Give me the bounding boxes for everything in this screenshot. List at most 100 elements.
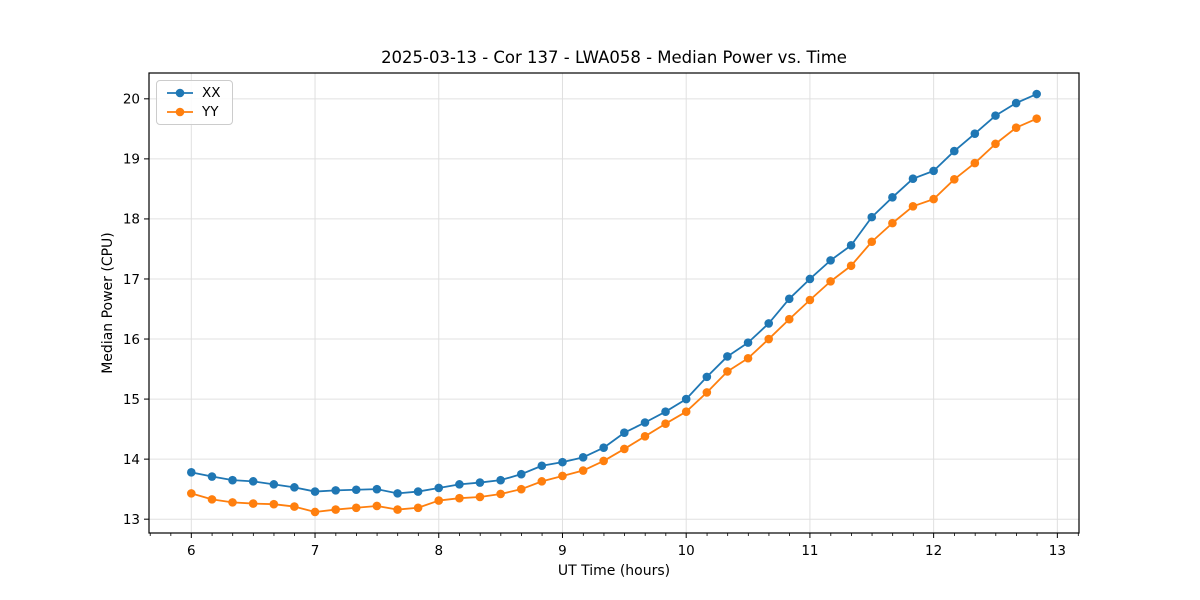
data-point-xx bbox=[620, 428, 629, 438]
data-point-xx bbox=[537, 461, 547, 471]
y-tick-label: 17 bbox=[123, 272, 140, 288]
data-point-yy bbox=[187, 489, 196, 498]
data-point-xx bbox=[455, 480, 464, 489]
data-point-xx bbox=[702, 372, 712, 382]
data-point-xx bbox=[908, 174, 918, 183]
data-point-xx bbox=[1011, 98, 1021, 108]
data-point-xx bbox=[764, 319, 774, 328]
y-tick-label: 18 bbox=[123, 212, 140, 228]
data-point-xx bbox=[640, 418, 650, 427]
x-tick-label: 13 bbox=[1049, 543, 1066, 559]
legend-entry-xx: XX bbox=[165, 86, 221, 100]
data-point-yy bbox=[681, 407, 691, 416]
data-point-yy bbox=[207, 495, 217, 504]
data-point-xx bbox=[413, 487, 423, 496]
data-point-yy bbox=[269, 499, 279, 509]
data-point-xx bbox=[228, 475, 237, 485]
data-point-yy bbox=[846, 261, 856, 271]
y-tick-label: 16 bbox=[123, 332, 140, 348]
data-point-yy bbox=[991, 139, 1000, 149]
data-point-yy bbox=[640, 432, 650, 441]
data-point-xx bbox=[310, 487, 320, 496]
data-point-yy bbox=[455, 493, 464, 503]
data-point-xx bbox=[888, 193, 897, 202]
x-tick-label: 8 bbox=[434, 543, 443, 559]
x-tick-label: 12 bbox=[925, 543, 942, 559]
data-point-yy bbox=[1032, 114, 1041, 123]
data-point-yy bbox=[537, 477, 547, 486]
data-point-xx bbox=[599, 443, 608, 453]
legend-line-marker-yy-icon bbox=[167, 107, 193, 117]
x-tick-label: 11 bbox=[801, 543, 818, 559]
data-point-yy bbox=[599, 456, 608, 466]
data-point-yy bbox=[949, 174, 959, 184]
chart-title: 2025-03-13 - Cor 137 - LWA058 - Median P… bbox=[381, 48, 847, 67]
data-point-xx bbox=[290, 483, 299, 492]
data-point-xx bbox=[496, 475, 505, 485]
y-tick-label: 20 bbox=[123, 92, 140, 108]
data-point-xx bbox=[805, 274, 815, 284]
data-point-xx bbox=[991, 111, 1000, 120]
data-point-yy bbox=[620, 444, 629, 454]
legend-entry-yy: YY bbox=[165, 105, 221, 119]
data-point-xx bbox=[393, 489, 402, 498]
data-point-yy bbox=[496, 489, 505, 499]
x-tick-label: 7 bbox=[311, 543, 320, 559]
y-tick-label: 13 bbox=[123, 512, 140, 528]
legend: XX YY bbox=[156, 80, 233, 125]
data-point-xx bbox=[867, 212, 877, 222]
data-point-yy bbox=[908, 202, 918, 211]
data-point-xx bbox=[1032, 89, 1041, 99]
data-point-yy bbox=[784, 314, 794, 324]
data-point-yy bbox=[290, 502, 299, 511]
data-point-xx bbox=[826, 256, 835, 265]
data-point-xx bbox=[743, 338, 753, 347]
data-point-yy bbox=[434, 496, 444, 505]
data-point-yy bbox=[413, 503, 423, 513]
data-point-xx bbox=[269, 480, 279, 489]
data-point-yy bbox=[867, 237, 877, 247]
data-point-yy bbox=[888, 218, 897, 228]
data-point-yy bbox=[826, 277, 835, 286]
legend-line-marker-xx-icon bbox=[167, 88, 193, 98]
data-point-xx bbox=[723, 352, 732, 361]
x-tick-label: 6 bbox=[187, 543, 196, 559]
data-point-yy bbox=[372, 501, 382, 511]
data-point-yy bbox=[558, 471, 567, 481]
data-point-xx bbox=[351, 485, 361, 495]
data-point-yy bbox=[702, 388, 712, 397]
data-point-yy bbox=[743, 353, 753, 363]
data-point-yy bbox=[805, 295, 815, 305]
y-tick-label: 14 bbox=[123, 452, 140, 468]
legend-label-xx: XX bbox=[202, 85, 221, 101]
data-point-xx bbox=[846, 241, 856, 250]
data-point-xx bbox=[207, 472, 217, 481]
data-point-yy bbox=[516, 484, 526, 494]
data-point-yy bbox=[723, 367, 732, 376]
data-point-yy bbox=[228, 498, 237, 507]
data-point-yy bbox=[970, 158, 980, 168]
data-point-xx bbox=[516, 469, 526, 479]
data-point-xx bbox=[970, 129, 980, 138]
data-point-xx bbox=[248, 477, 258, 486]
data-point-yy bbox=[929, 194, 938, 204]
data-point-xx bbox=[578, 453, 588, 462]
data-point-xx bbox=[475, 478, 485, 487]
data-point-yy bbox=[661, 419, 670, 429]
data-point-yy bbox=[331, 505, 340, 514]
y-tick-label: 15 bbox=[123, 392, 140, 408]
axes-spines bbox=[148, 72, 1080, 534]
x-axis-label: UT Time (hours) bbox=[557, 563, 671, 579]
data-point-yy bbox=[248, 499, 258, 508]
data-point-yy bbox=[310, 507, 320, 517]
data-point-xx bbox=[949, 146, 959, 156]
x-tick-label: 10 bbox=[678, 543, 695, 559]
data-point-xx bbox=[558, 457, 567, 467]
data-point-xx bbox=[372, 484, 382, 494]
data-point-xx bbox=[661, 407, 670, 416]
y-tick-label: 19 bbox=[123, 152, 140, 168]
data-point-xx bbox=[187, 468, 196, 477]
data-point-xx bbox=[681, 394, 691, 404]
data-point-yy bbox=[578, 466, 588, 475]
